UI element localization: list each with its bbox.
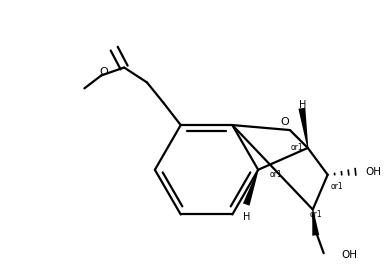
Text: O: O [281, 117, 289, 127]
Polygon shape [298, 108, 308, 148]
Text: or1: or1 [310, 210, 323, 219]
Text: OH: OH [341, 250, 358, 260]
Text: or1: or1 [331, 182, 343, 191]
Text: or1: or1 [270, 170, 283, 179]
Text: OH: OH [366, 167, 381, 177]
Polygon shape [312, 209, 319, 236]
Text: or1: or1 [291, 143, 303, 152]
Text: H: H [299, 100, 306, 110]
Polygon shape [243, 170, 259, 206]
Text: H: H [243, 212, 250, 222]
Text: O: O [99, 68, 108, 78]
